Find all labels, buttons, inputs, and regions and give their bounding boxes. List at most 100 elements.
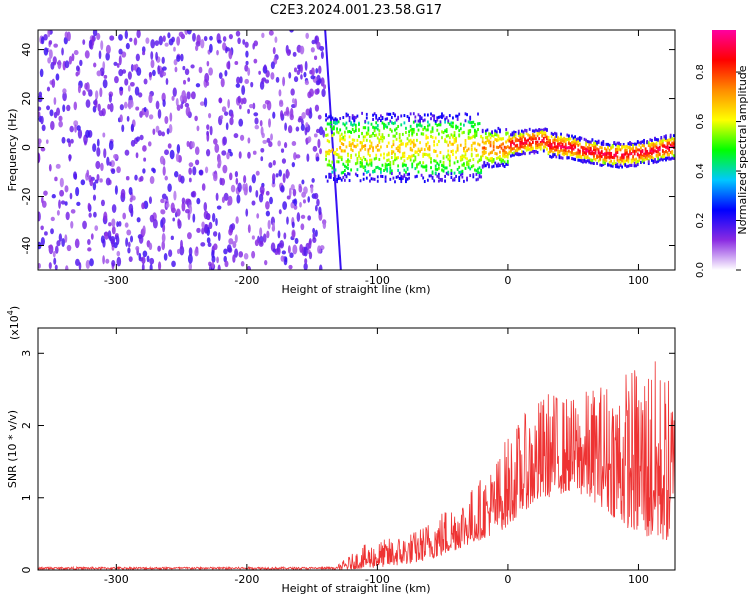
heatmap-cell: [550, 135, 553, 139]
heatmap-cell: [658, 152, 661, 156]
heatmap-cell: [555, 155, 558, 159]
heatmap-cell: [608, 155, 611, 159]
heatmap-cell: [561, 156, 564, 160]
heatmap-cell: [347, 113, 349, 117]
heatmap-cell: [467, 165, 470, 169]
heatmap-cell: [536, 150, 539, 154]
heatmap-cell: [563, 149, 566, 153]
heatmap-cell: [280, 148, 285, 153]
heatmap-cell: [292, 188, 297, 197]
heatmap-cell: [395, 127, 398, 131]
heatmap-cell: [616, 155, 619, 159]
heatmap-cell: [282, 76, 286, 87]
heatmap-cell: [663, 135, 666, 139]
heatmap-cell: [307, 196, 311, 203]
heatmap-cell: [477, 142, 479, 146]
heatmap-cell: [578, 142, 581, 146]
heatmap-cell: [242, 97, 247, 105]
heatmap-cell: [203, 202, 208, 212]
heatmap-cell: [133, 37, 138, 46]
heatmap-cell: [502, 150, 504, 154]
heatmap-cell: [155, 51, 158, 61]
heatmap-cell: [177, 218, 181, 226]
heatmap-cell: [107, 103, 111, 110]
heatmap-cell: [467, 132, 470, 136]
heatmap-cell: [657, 157, 660, 161]
heatmap-cell: [398, 139, 401, 143]
heatmap-cell: [574, 152, 577, 156]
heatmap-cell: [238, 251, 244, 258]
heatmap-cell: [622, 159, 625, 163]
heatmap-cell: [336, 177, 338, 181]
heatmap-cell: [186, 30, 192, 35]
heatmap-cell: [337, 155, 340, 159]
heatmap-cell: [136, 217, 141, 223]
heatmap-cell: [198, 169, 204, 176]
heatmap-cell: [566, 156, 569, 160]
heatmap-cell: [640, 146, 642, 150]
heatmap-cell: [470, 148, 473, 152]
heatmap-cell: [272, 248, 276, 253]
heatmap-cell: [492, 134, 495, 138]
heatmap-cell: [447, 153, 450, 157]
heatmap-cell: [632, 143, 634, 147]
heatmap-cell: [325, 157, 327, 161]
heatmap-cell: [362, 138, 365, 142]
heatmap-cell: [607, 146, 609, 150]
heatmap-cell: [448, 156, 451, 160]
heatmap-cell: [337, 176, 340, 180]
heatmap-cell: [506, 155, 509, 159]
heatmap-cell: [452, 142, 454, 146]
heatmap-cell: [666, 141, 669, 145]
heatmap-cell: [110, 160, 115, 168]
heatmap-cell: [633, 149, 636, 153]
heatmap-cell: [65, 211, 70, 221]
heatmap-cell: [491, 165, 494, 169]
heatmap-cell: [455, 124, 457, 128]
heatmap-cell: [458, 133, 461, 137]
heatmap-cell: [89, 258, 94, 267]
heatmap-cell: [82, 39, 86, 45]
heatmap-cell: [654, 144, 656, 148]
heatmap-cell: [445, 166, 448, 170]
heatmap-cell: [73, 50, 79, 56]
heatmap-cell: [383, 122, 385, 126]
heatmap-cell: [181, 197, 186, 204]
heatmap-cell: [136, 30, 141, 39]
heatmap-cell: [503, 160, 506, 164]
heatmap-cell: [582, 148, 584, 152]
heatmap-cell: [354, 144, 357, 148]
heatmap-cell: [84, 82, 88, 90]
heatmap-cell: [378, 129, 381, 133]
heatmap-cell: [111, 204, 117, 213]
heatmap-cell: [611, 162, 614, 166]
heatmap-cell: [466, 176, 468, 180]
heatmap-cell: [309, 88, 314, 97]
heatmap-cell: [586, 155, 589, 159]
heatmap-cell: [625, 165, 628, 169]
heatmap-cell: [522, 142, 525, 146]
heatmap-cell: [408, 116, 410, 120]
heatmap-cell: [436, 118, 439, 122]
heatmap-cell: [481, 150, 484, 154]
heatmap-cell: [361, 146, 363, 150]
heatmap-cell: [646, 153, 649, 157]
heatmap-cell: [85, 129, 90, 138]
heatmap-cell: [291, 221, 295, 229]
heatmap-cell: [378, 132, 381, 136]
heatmap-cell: [470, 152, 473, 156]
heatmap-cell: [469, 117, 472, 121]
heatmap-cell: [38, 106, 42, 111]
heatmap-cell: [317, 138, 321, 149]
heatmap-cell: [62, 91, 67, 102]
heatmap-cell: [430, 160, 432, 164]
heatmap-cell: [323, 84, 327, 90]
heatmap-cell: [130, 139, 136, 147]
heatmap-cell: [593, 151, 595, 155]
heatmap-cell: [488, 163, 490, 167]
heatmap-cell: [657, 159, 660, 163]
heatmap-cell: [75, 186, 80, 197]
